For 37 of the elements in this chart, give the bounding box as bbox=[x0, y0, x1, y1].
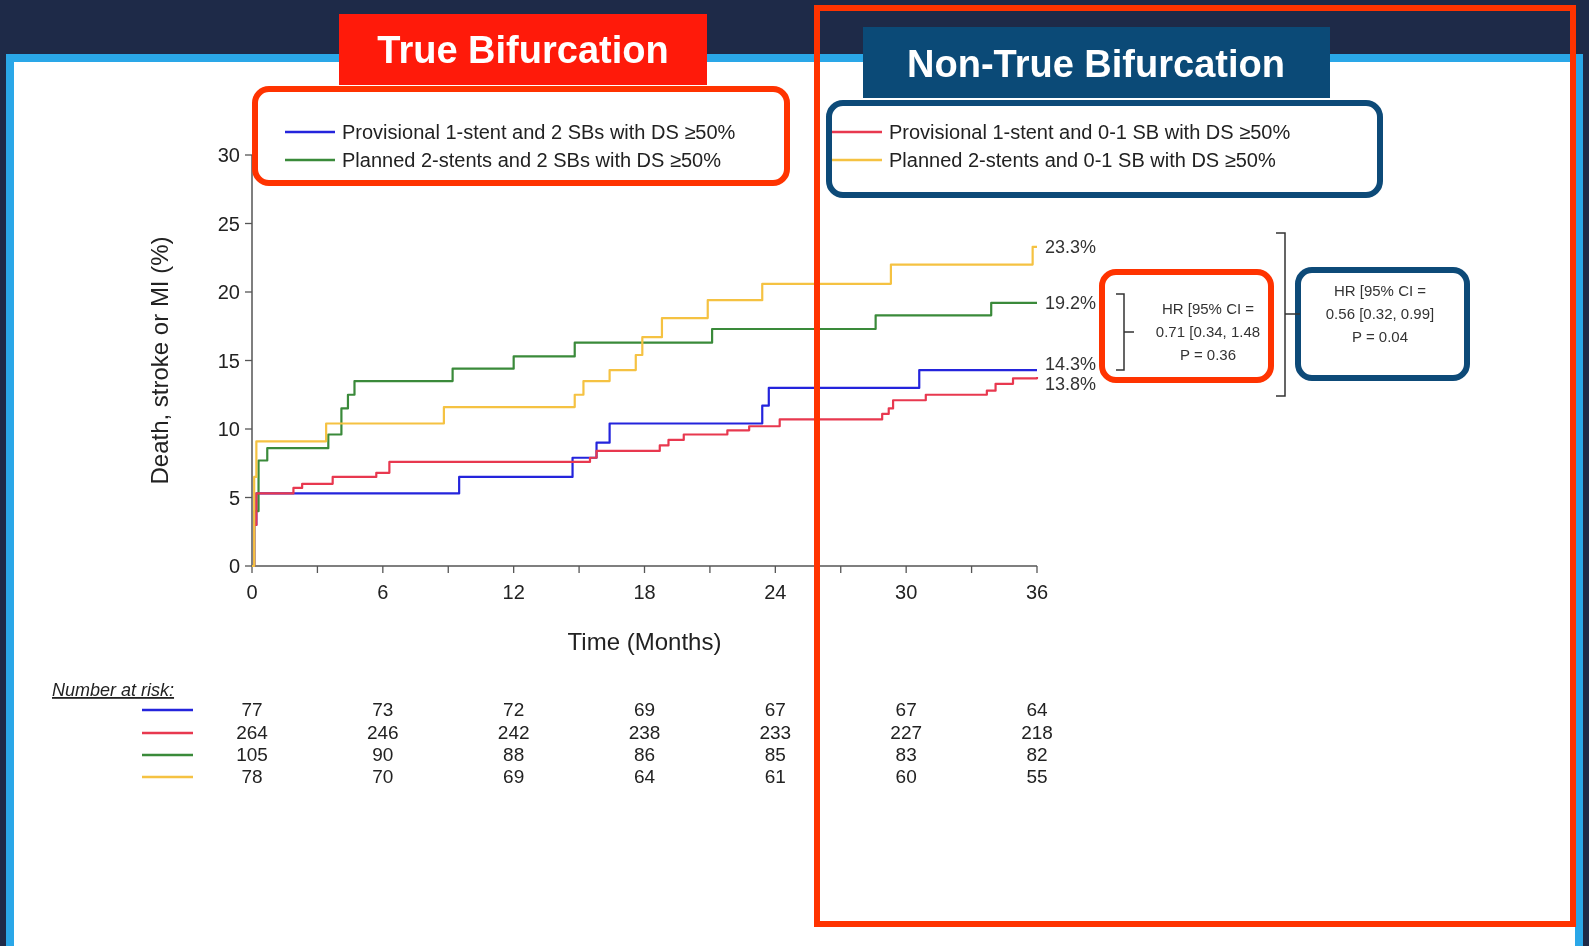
legend-label: Provisional 1-stent and 0-1 SB with DS ≥50% bbox=[889, 121, 1291, 143]
x-tick-label: 24 bbox=[764, 581, 787, 603]
text: 105 90 88 86 85 83 82 bbox=[236, 744, 1048, 765]
y-tick-label: 10 bbox=[217, 418, 240, 440]
text: 14.3% bbox=[1045, 353, 1097, 374]
x-tick-label: 18 bbox=[633, 581, 656, 603]
text: 77 73 72 69 67 67 64 bbox=[241, 699, 1048, 720]
text: Non-True Bifurcation bbox=[907, 43, 1285, 85]
text: HR [95% CI = bbox=[1333, 282, 1427, 299]
x-tick-label: 0 bbox=[246, 581, 258, 603]
text: P = 0.04 bbox=[1351, 328, 1409, 345]
x-tick-label: 30 bbox=[895, 581, 918, 603]
text: 0.56 [0.32, 0.99] bbox=[1325, 305, 1435, 322]
x-tick-label: 12 bbox=[502, 581, 525, 603]
y-tick-label: 30 bbox=[217, 144, 240, 166]
y-axis-title: Death, stroke or MI (%) bbox=[146, 236, 173, 485]
text: True Bifurcation bbox=[377, 29, 669, 71]
text: 13.8% bbox=[1045, 373, 1097, 394]
y-tick-label: 15 bbox=[217, 349, 240, 372]
text: 23.3% bbox=[1045, 236, 1097, 257]
y-tick-label: 20 bbox=[217, 281, 240, 303]
legend-label: Provisional 1-stent and 2 SBs with DS ≥50% bbox=[342, 121, 736, 143]
y-tick-label: 25 bbox=[217, 212, 240, 235]
legend-label: Planned 2-stents and 0-1 SB with DS ≥50% bbox=[889, 149, 1276, 171]
y-tick-label: 5 bbox=[228, 486, 240, 509]
text: 0.71 [0.34, 1.48 bbox=[1155, 323, 1261, 340]
x-axis-title: Time (Months) bbox=[567, 628, 722, 655]
text: Number at risk: bbox=[52, 680, 175, 700]
text: 78 70 69 64 61 60 55 bbox=[241, 766, 1048, 787]
y-tick-label: 0 bbox=[228, 555, 240, 577]
x-tick-label: 36 bbox=[1025, 581, 1049, 603]
x-tick-label: 6 bbox=[377, 581, 389, 603]
legend-label: Planned 2-stents and 2 SBs with DS ≥50% bbox=[342, 149, 722, 171]
text: 264 246 242 238 233 227 218 bbox=[236, 722, 1053, 743]
text: 19.2% bbox=[1045, 292, 1097, 313]
text: HR [95% CI = bbox=[1161, 300, 1255, 317]
text: P = 0.36 bbox=[1179, 346, 1237, 363]
